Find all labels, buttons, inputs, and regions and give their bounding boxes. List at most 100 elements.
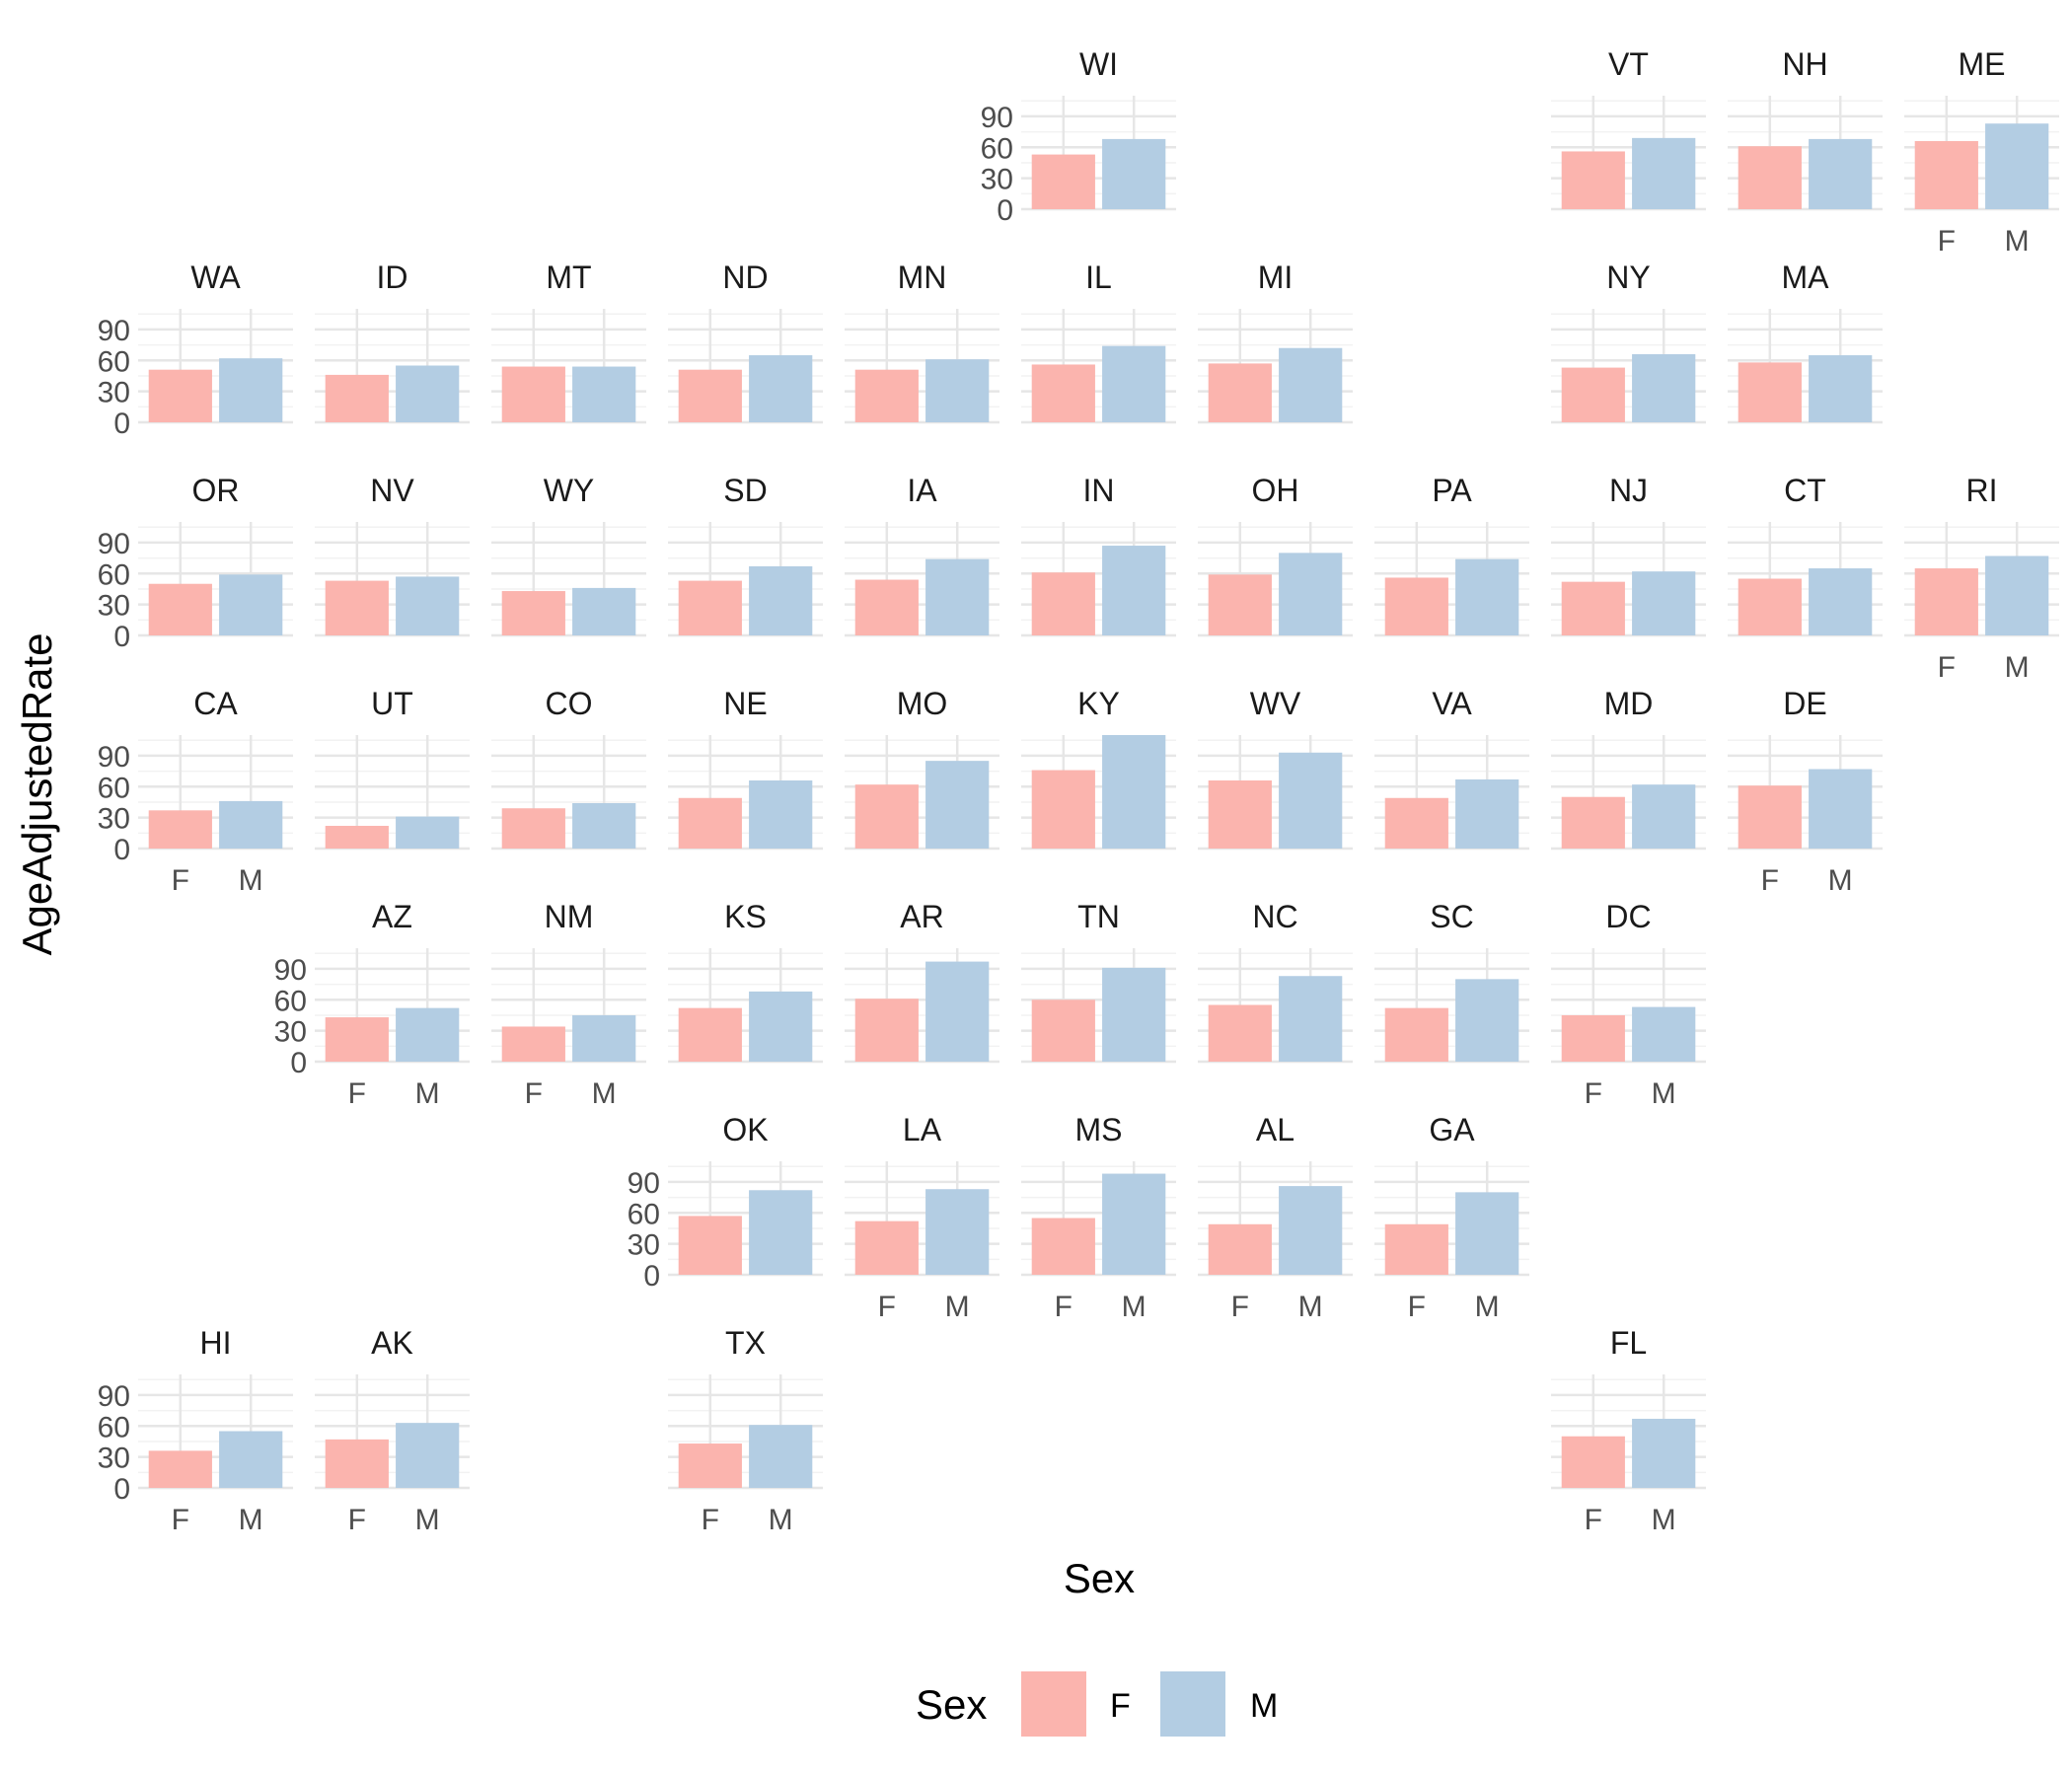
bar-wa-f [148,369,212,422]
y-tick-label: 60 [98,558,130,591]
x-tick-label: M [2005,225,2030,258]
bar-ny-f [1561,367,1625,422]
facet-label: NM [545,899,594,934]
bar-nm-f [501,1026,565,1062]
bar-oh-f [1208,574,1272,635]
bar-md-m [1632,784,1696,849]
facet-panel-ma: MA [1728,259,1883,424]
x-tick-label: F [348,1504,366,1536]
bar-ak-f [325,1439,389,1488]
bar-me-f [1914,141,1978,209]
facet-label: WI [1079,46,1118,82]
bar-tn-m [1102,967,1166,1062]
x-tick-label: M [239,1504,263,1536]
legend-label-f: F [1110,1687,1131,1725]
bar-id-m [396,365,460,422]
facet-panel-tn: TN [1021,899,1176,1064]
x-tick-label: M [1652,1504,1676,1536]
facet-label: MT [546,259,591,295]
bar-de-m [1809,769,1873,849]
facet-label: SD [723,473,767,508]
bar-sc-m [1455,979,1519,1062]
facet-label: WA [190,259,241,295]
bar-in-f [1031,572,1095,635]
bar-ct-f [1738,578,1802,635]
facet-label: TX [725,1325,766,1361]
x-tick-label: M [1652,1077,1676,1110]
facet-label: NJ [1609,473,1648,508]
x-tick-label: M [769,1504,793,1536]
facet-panel-vt: VT [1551,46,1706,211]
bar-co-f [501,808,565,849]
bar-nj-m [1632,571,1696,635]
legend-swatch-m [1160,1671,1225,1737]
x-tick-label: M [415,1504,440,1536]
facet-label: GA [1429,1112,1475,1147]
y-tick-label: 0 [290,1047,307,1079]
facet-panel-fl: FL F M [1551,1325,1706,1536]
x-tick-label: F [1585,1504,1602,1536]
bar-ky-m [1102,735,1166,849]
x-tick-label: M [1475,1291,1500,1323]
bar-ct-m [1809,568,1873,635]
bar-ia-f [854,579,919,635]
bar-tx-f [678,1443,742,1488]
facet-label: NH [1782,46,1827,82]
x-tick-label: M [592,1077,617,1110]
bar-ak-m [396,1423,460,1488]
bar-or-f [148,583,212,635]
facet-label: WV [1250,686,1301,721]
facet-panel-ak: AK F M [315,1325,470,1536]
facet-label: DE [1783,686,1826,721]
facet-label: OH [1252,473,1299,508]
facet-panel-ri: RI F M [1904,473,2059,684]
bar-ga-f [1384,1223,1448,1275]
bar-wv-f [1208,780,1272,849]
facet-label: WY [544,473,595,508]
bar-mo-m [925,761,990,849]
bar-or-m [219,574,283,635]
bar-wy-m [572,587,636,635]
x-tick-label: M [415,1077,440,1110]
facet-panel-ar: AR [845,899,999,1064]
facet-panel-de: DE F M [1728,686,1883,897]
bar-mo-f [854,784,919,849]
facet-panel-pa: PA [1374,473,1529,637]
bar-ky-f [1031,770,1095,849]
bar-ks-m [749,991,813,1062]
y-tick-label: 30 [98,377,130,409]
bar-va-f [1384,797,1448,849]
facet-panel-ct: CT [1728,473,1883,637]
bar-ok-f [678,1216,742,1275]
y-tick-label: 0 [997,194,1013,227]
bar-il-m [1102,345,1166,422]
x-tick-label: F [172,1504,189,1536]
bar-mn-m [925,359,990,422]
x-tick-label: F [348,1077,366,1110]
bar-wi-f [1031,154,1095,209]
y-tick-label: 90 [98,315,130,347]
facet-label: CT [1784,473,1826,508]
facet-label: NV [370,473,414,508]
y-tick-label: 60 [981,132,1013,165]
facet-label: AL [1256,1112,1295,1147]
bar-nh-m [1809,138,1873,209]
bar-ma-m [1809,355,1873,422]
y-tick-label: 90 [628,1167,660,1200]
bar-de-f [1738,785,1802,849]
facet-label: MI [1258,259,1294,295]
bar-ar-m [925,961,990,1062]
bar-in-m [1102,546,1166,635]
facet-label: ND [722,259,768,295]
bar-nd-m [749,355,813,422]
facet-panel-al: AL F M [1198,1112,1353,1323]
bar-la-f [854,1221,919,1275]
bar-az-m [396,1007,460,1062]
bar-mt-m [572,366,636,422]
